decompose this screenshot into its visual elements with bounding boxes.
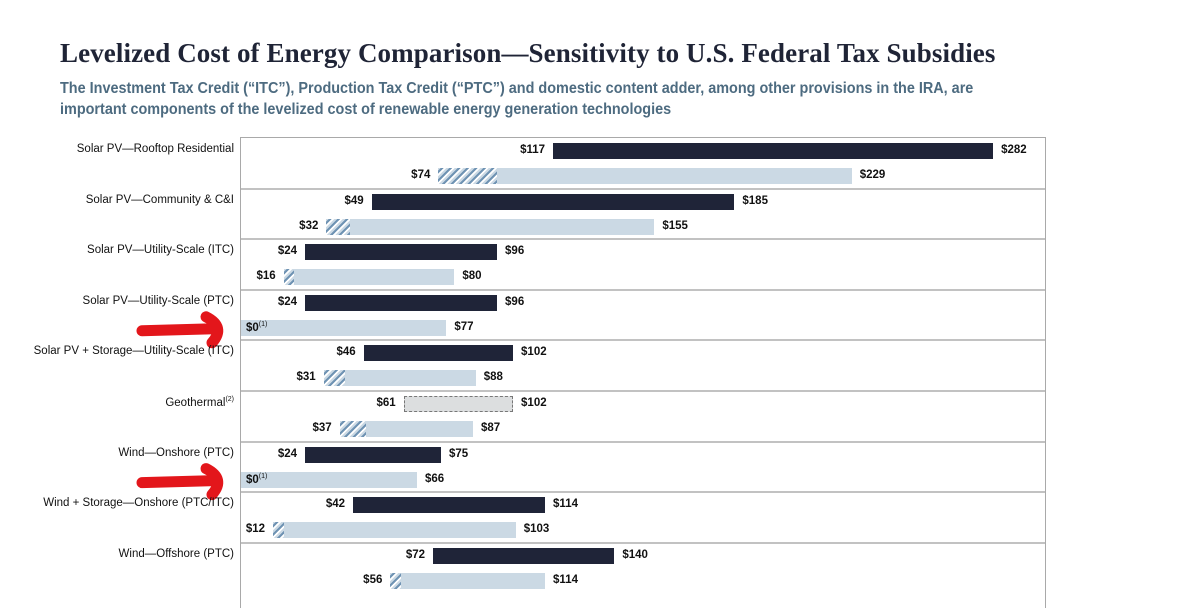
category-label: Wind—Onshore (PTC): [118, 446, 234, 459]
label-unsubsidized-high: $102: [521, 346, 547, 359]
label-subsidized-low: $56: [363, 573, 383, 586]
chart-title: Levelized Cost of Energy Comparison—Sens…: [60, 38, 996, 68]
bar-unsubsidized: [363, 345, 514, 362]
bar-subsidized-hatched: [339, 421, 367, 437]
bar-unsubsidized: [433, 547, 615, 564]
category-label: Solar PV + Storage—Utility-Scale (ITC): [33, 345, 234, 358]
bar-subsidized: [401, 572, 546, 589]
label-subsidized-high: $114: [553, 573, 578, 586]
category-label: Solar PV—Utility-Scale (ITC): [87, 244, 234, 257]
label-subsidized-low: $0(1): [246, 320, 268, 334]
label-subsidized-high: $66: [425, 472, 445, 485]
red-arrow-annotation: [136, 311, 224, 349]
label-unsubsidized-high: $75: [449, 447, 469, 460]
label-subsidized-high: $88: [483, 371, 503, 384]
label-subsidized-high: $80: [462, 270, 482, 283]
red-arrow-annotation: [136, 463, 224, 501]
row-separator: [241, 339, 1045, 342]
bar-unsubsidized: [305, 244, 498, 261]
bar-subsidized: [350, 218, 655, 235]
bar-subsidized: [345, 370, 476, 387]
label-unsubsidized-high: $96: [505, 245, 525, 258]
bar-subsidized: [497, 168, 852, 184]
chart-subtitle: The Investment Tax Credit (“ITC”), Produ…: [60, 80, 974, 118]
bar-subsidized: [241, 319, 447, 336]
label-unsubsidized-low: $24: [277, 447, 298, 460]
label-unsubsidized-low: $42: [325, 498, 346, 511]
bar-unsubsidized: [305, 446, 442, 463]
category-label: Geothermal(2): [165, 396, 234, 409]
bar-subsidized-hatched: [283, 269, 295, 286]
label-unsubsidized-low: $49: [344, 194, 364, 207]
row-separator: [241, 541, 1045, 544]
bar-unsubsidized: [353, 497, 546, 514]
label-unsubsidized-high: $140: [622, 548, 648, 561]
label-unsubsidized-high: $185: [742, 194, 768, 207]
label-subsidized-low: $16: [256, 270, 276, 283]
row-separator: [241, 440, 1045, 443]
label-unsubsidized-low: $61: [376, 397, 396, 409]
bar-unsubsidized: [305, 294, 498, 311]
label-subsidized-low: $0(1): [246, 472, 268, 486]
row-separator: [241, 288, 1045, 291]
bar-unsubsidized: [553, 143, 994, 159]
label-subsidized-high: $155: [662, 219, 688, 232]
label-unsubsidized-low: $24: [277, 295, 298, 308]
label-subsidized-low: $32: [299, 219, 319, 232]
category-label: Solar PV—Rooftop Residential: [76, 143, 234, 155]
plot-area: $117 $282 $74 $229 $49 $185 $32 $155 $24 $96 $16 $8…: [240, 137, 1046, 608]
label-unsubsidized-high: $114: [553, 498, 578, 511]
bar-subsidized: [294, 269, 455, 286]
label-unsubsidized-low: $72: [405, 548, 426, 561]
label-subsidized-low: $31: [296, 371, 316, 384]
label-subsidized-high: $229: [859, 169, 886, 181]
label-unsubsidized-high: $102: [521, 397, 547, 409]
bar-subsidized-hatched: [326, 218, 351, 235]
bar-subsidized-hatched: [273, 522, 284, 539]
bar-unsubsidized: [371, 193, 735, 210]
row-separator: [241, 390, 1045, 392]
bar-subsidized: [241, 471, 418, 488]
category-label: Wind + Storage—Onshore (PTC/ITC): [43, 497, 234, 510]
label-unsubsidized-low: $117: [520, 144, 546, 156]
category-label: Solar PV—Utility-Scale (PTC): [82, 294, 234, 307]
bar-unsubsidized: [403, 396, 514, 412]
label-subsidized-high: $77: [454, 320, 474, 333]
label-unsubsidized-low: $24: [277, 245, 298, 258]
bar-subsidized-hatched: [438, 168, 498, 184]
label-subsidized-low: $12: [245, 523, 266, 536]
bar-subsidized-hatched: [390, 572, 401, 589]
row-separator: [241, 187, 1045, 190]
bar-subsidized-hatched: [323, 370, 345, 387]
bar-subsidized: [283, 522, 516, 539]
label-unsubsidized-low: $46: [336, 346, 356, 359]
row-separator: [241, 491, 1045, 494]
label-subsidized-low: $74: [411, 169, 431, 181]
label-unsubsidized-high: $96: [505, 295, 525, 308]
label-subsidized-low: $37: [312, 422, 332, 434]
category-label: Solar PV—Community & C&I: [85, 193, 234, 206]
row-separator: [241, 238, 1045, 241]
label-subsidized-high: $103: [523, 523, 550, 536]
category-label: Wind—Offshore (PTC): [118, 547, 234, 560]
label-subsidized-high: $87: [481, 422, 501, 434]
label-unsubsidized-high: $282: [1001, 144, 1027, 156]
bar-subsidized: [366, 421, 474, 437]
